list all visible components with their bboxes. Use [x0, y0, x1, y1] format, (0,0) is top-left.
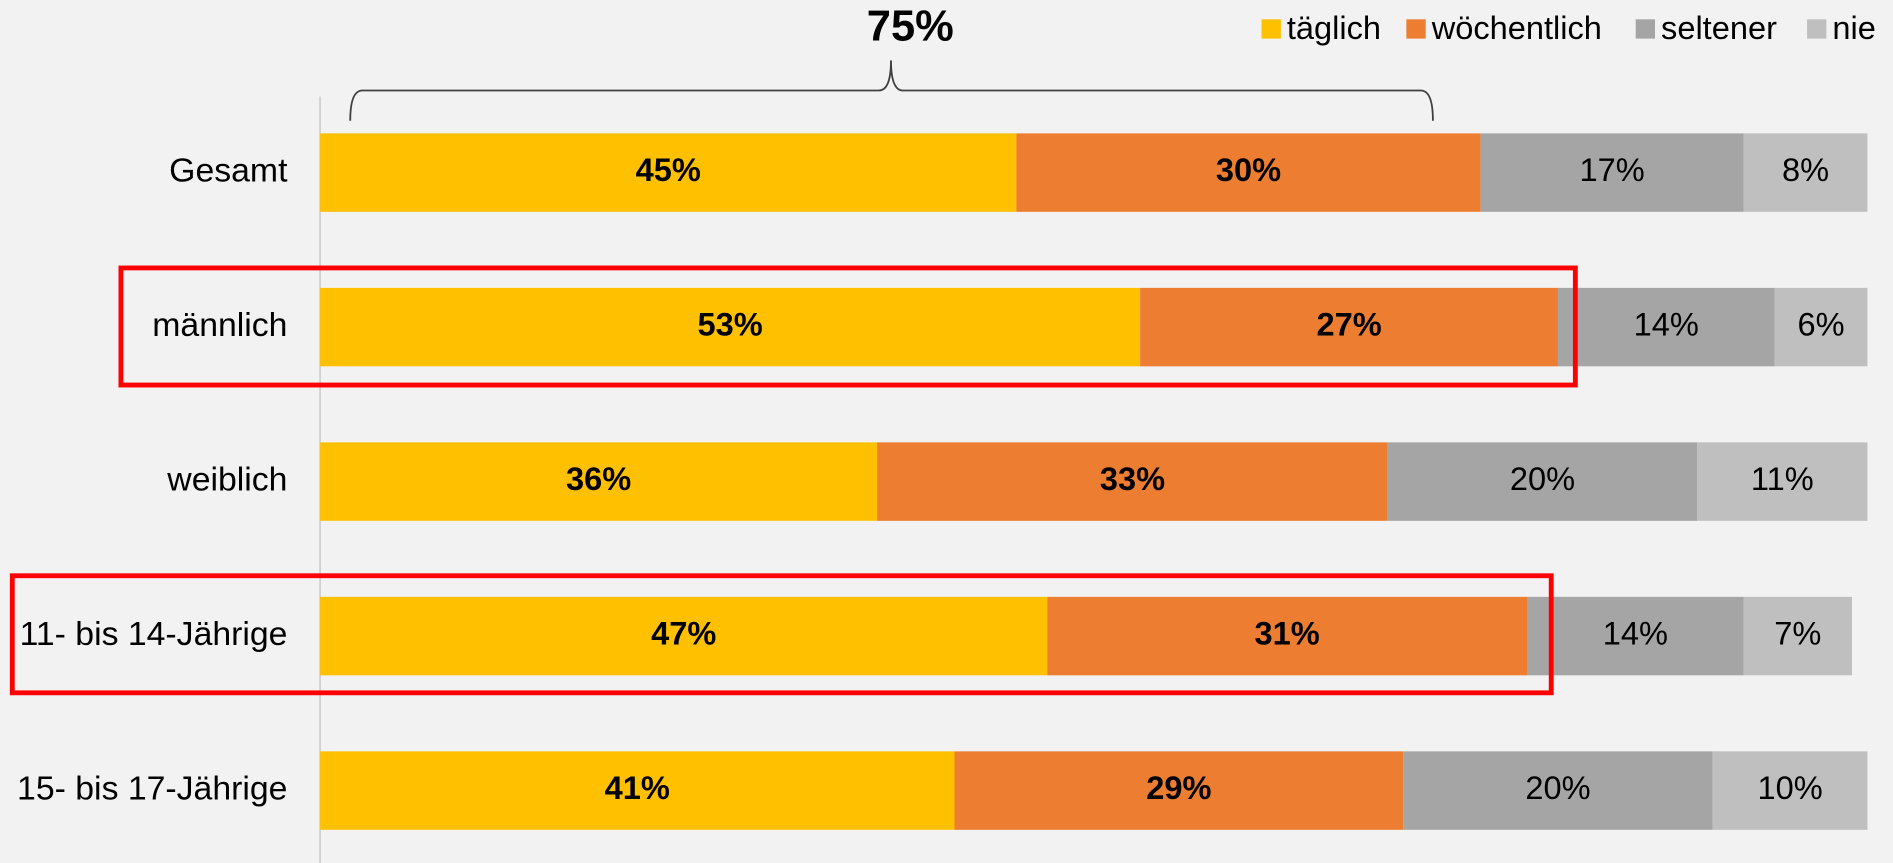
bar-segment — [1480, 133, 1744, 212]
value-label: 53% — [698, 307, 763, 343]
legend-swatch — [1406, 19, 1426, 39]
value-label: 20% — [1525, 770, 1590, 806]
value-label: 7% — [1774, 616, 1821, 652]
bar-segment — [1743, 596, 1852, 676]
category-label: männlich — [152, 306, 287, 344]
value-label: 8% — [1782, 152, 1829, 188]
bar-segment — [1557, 287, 1775, 367]
bar-segment — [1047, 596, 1528, 676]
value-label: 31% — [1255, 616, 1320, 652]
bar-segment — [320, 287, 1141, 367]
value-label: 33% — [1100, 461, 1165, 497]
value-label: 6% — [1797, 307, 1844, 343]
highlight-box — [9, 573, 1554, 696]
value-label: 47% — [651, 616, 716, 652]
annotation: 75% — [867, 2, 954, 50]
legend-swatch — [1635, 19, 1656, 39]
category-label: weiblich — [166, 461, 287, 499]
value-label: 30% — [1216, 152, 1281, 188]
category-label: Gesamt — [169, 152, 288, 190]
bar-segment — [320, 442, 878, 521]
bar-segment — [320, 133, 1017, 212]
value-label: 45% — [636, 152, 701, 188]
bar-segment — [1774, 287, 1868, 367]
legend-label: täglich — [1287, 10, 1381, 46]
legend-label: seltener — [1661, 10, 1777, 46]
category-label: 15- bis 17-Jährige — [17, 770, 287, 808]
value-label: 14% — [1603, 616, 1668, 652]
bar-segment — [1140, 287, 1558, 367]
legend-label: nie — [1832, 10, 1875, 46]
value-label: 17% — [1580, 152, 1645, 188]
legend-swatch — [1261, 19, 1281, 39]
bar-segment — [1403, 751, 1713, 830]
legend-label: wöchentlich — [1431, 10, 1602, 46]
value-label: 36% — [566, 461, 631, 497]
bar-segment — [1743, 133, 1868, 212]
bar-segment — [1527, 596, 1744, 676]
bar-segment — [1016, 133, 1481, 212]
category-label: 11- bis 14-Jährige — [20, 615, 288, 653]
bar-segment — [320, 751, 955, 830]
value-label: 27% — [1316, 307, 1381, 343]
highlight-box — [118, 265, 1578, 388]
bar-segment — [1712, 751, 1868, 830]
bar-segment — [1387, 442, 1698, 521]
bar-segment — [877, 442, 1388, 521]
value-label: 29% — [1146, 770, 1211, 806]
bracket — [349, 60, 1434, 121]
value-label: 20% — [1510, 461, 1575, 497]
legend-swatch — [1807, 19, 1827, 39]
value-label: 11% — [1751, 461, 1814, 497]
bar-segment — [1697, 442, 1868, 521]
bar-segment — [320, 596, 1048, 676]
value-label: 41% — [605, 770, 670, 806]
bar-segment — [954, 751, 1404, 830]
value-label: 10% — [1757, 770, 1822, 806]
value-label: 14% — [1634, 307, 1699, 343]
bars — [320, 133, 1868, 830]
